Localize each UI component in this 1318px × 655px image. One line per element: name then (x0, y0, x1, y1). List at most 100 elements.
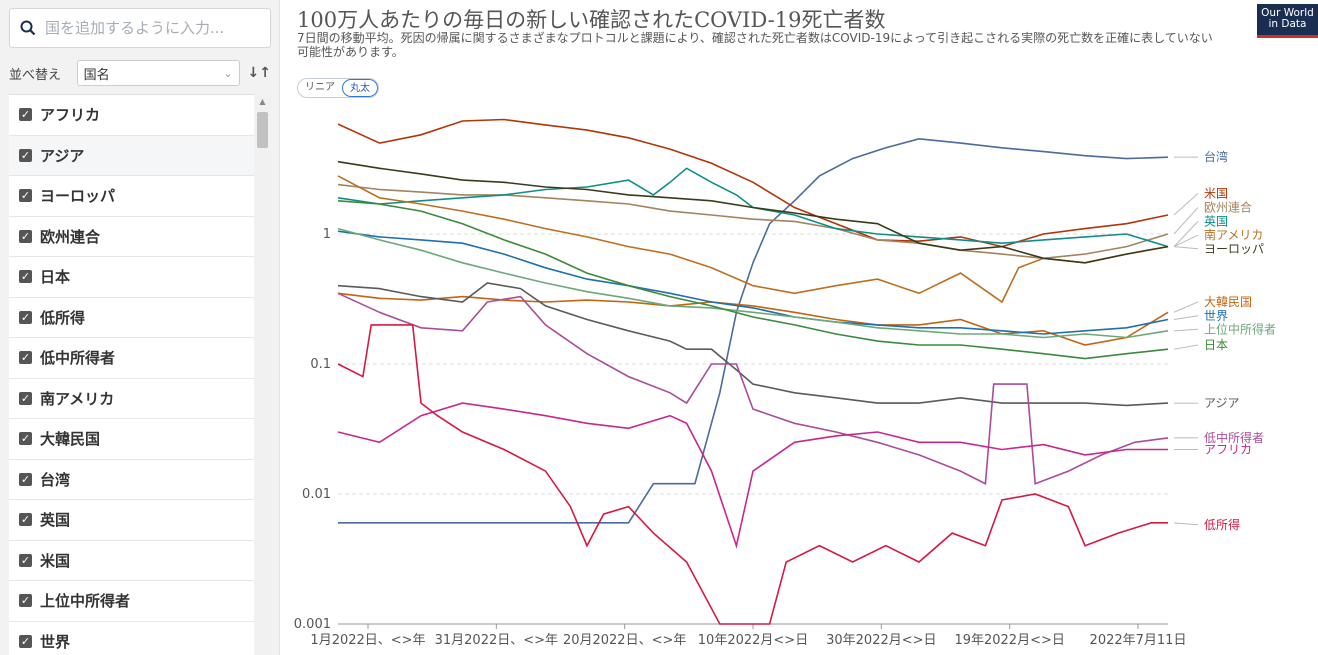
series-label-connector (1173, 221, 1199, 247)
entity-item-label: 世界 (40, 632, 71, 651)
x-tick-label: 31月2022日、<>年 (435, 633, 558, 648)
series-label-connector (1173, 301, 1199, 313)
series-label: アジア (1204, 396, 1240, 410)
entity-item[interactable]: ✓ 世界 (9, 622, 254, 655)
series-label-connector (1173, 193, 1199, 216)
series-line (337, 160, 1169, 264)
series-line (337, 292, 1169, 485)
entity-item-label: 上位中所得者 (40, 592, 131, 611)
series-label: 日本 (1204, 338, 1228, 352)
entity-item[interactable]: ✓ 低所得 (9, 298, 254, 338)
x-tick-label: 1月2022日、<>年 (310, 633, 425, 648)
checkbox-checked-icon[interactable]: ✓ (19, 270, 32, 284)
checkbox-checked-icon[interactable]: ✓ (19, 310, 32, 324)
series-line (337, 282, 1169, 407)
x-tick-label: 10年2022月<>日 (698, 633, 808, 648)
search-box[interactable] (9, 8, 271, 48)
x-tick-label: 2022年7月11日 (1090, 633, 1187, 648)
sort-direction-icon[interactable]: ↓↑ (247, 65, 271, 81)
entity-item[interactable]: ✓ アジア (9, 135, 254, 176)
checkbox-checked-icon[interactable]: ✓ (19, 391, 32, 405)
checkbox-checked-icon[interactable]: ✓ (19, 148, 32, 162)
entity-item[interactable]: ✓ 南アメリカ (9, 379, 254, 419)
series-line (337, 402, 1168, 549)
entity-item-label: 英国 (40, 511, 71, 530)
search-input[interactable] (45, 19, 255, 37)
entity-item-label: 米国 (40, 551, 71, 570)
checkbox-checked-icon[interactable]: ✓ (19, 229, 32, 243)
y-tick-label: 0.001 (294, 617, 331, 632)
x-tick-label: 19年2022月<>日 (954, 633, 1064, 648)
entity-item[interactable]: ✓ 米国 (9, 541, 254, 581)
scale-log-option[interactable]: 丸太 (342, 79, 378, 97)
entity-item-label: 日本 (40, 268, 71, 287)
series-label: 米国 (1204, 186, 1228, 200)
entity-item-label: アフリカ (40, 106, 101, 125)
chart-title: 100万人あたりの毎日の新しい確認されたCOVID-19死亡者数 (297, 8, 886, 32)
entity-item-label: 低中所得者 (40, 349, 116, 368)
scroll-up-icon[interactable]: ▲ (259, 97, 266, 106)
sort-select[interactable]: 国名 ⌄ (76, 60, 240, 86)
scale-toggle[interactable]: リニア 丸太 (297, 78, 379, 98)
sort-row: 並べ替え 国名 ⌄ ↓↑ (9, 60, 271, 86)
checkbox-checked-icon[interactable]: ✓ (19, 472, 32, 486)
series-label: 上位中所得者 (1204, 321, 1276, 336)
series-line (337, 183, 1169, 260)
entity-list: ✓ アフリカ ✓ アジア ✓ ヨーロッパ ✓ 欧州連合 ✓ 日本 ✓ 低所得 ✓ 低中所得者 ✓ 南アメリカ ✓… (9, 94, 254, 655)
series-label: 大韓民国 (1204, 295, 1252, 309)
scrollbar[interactable]: ▲ (254, 94, 271, 655)
entity-item[interactable]: ✓ ヨーロッパ (9, 176, 254, 217)
x-tick-label: 20月2022日、<>年 (563, 633, 686, 648)
checkbox-checked-icon[interactable]: ✓ (19, 108, 32, 122)
entity-item[interactable]: ✓ 大韓民国 (9, 419, 254, 460)
entity-item[interactable]: ✓ 低中所得者 (9, 338, 254, 379)
series-label-connector (1173, 328, 1199, 332)
entity-item[interactable]: ✓ アフリカ (9, 95, 254, 136)
series-label: 台湾 (1204, 149, 1228, 164)
series-label: 世界 (1204, 309, 1228, 323)
series-label-connector (1173, 522, 1199, 526)
entity-item[interactable]: ✓ 英国 (9, 500, 254, 541)
series-label: ヨーロッパ (1204, 242, 1264, 256)
entity-item[interactable]: ✓ 上位中所得者 (9, 581, 254, 622)
checkbox-checked-icon[interactable]: ✓ (19, 553, 32, 567)
y-tick-label: 1 (323, 227, 331, 242)
entity-item-label: 南アメリカ (40, 389, 115, 408)
checkbox-checked-icon[interactable]: ✓ (19, 513, 32, 527)
entity-item[interactable]: ✓ 欧州連合 (9, 217, 254, 257)
owid-logo[interactable]: Our World in Data (1257, 4, 1318, 38)
scrollbar-thumb[interactable] (257, 112, 268, 148)
series-line (338, 137, 1169, 524)
logo-line1: Our World (1261, 7, 1314, 19)
series-line (337, 200, 1169, 360)
entity-item-label: 低所得 (40, 308, 86, 327)
y-tick-label: 0.1 (310, 357, 331, 372)
series-label: 英国 (1204, 214, 1228, 228)
series-line (337, 324, 1168, 625)
entity-item[interactable]: ✓ 台湾 (9, 460, 254, 500)
entity-item[interactable]: ✓ 日本 (9, 257, 254, 298)
entity-item-label: 台湾 (40, 470, 71, 489)
sort-value: 国名 (83, 67, 110, 83)
series-label-connector (1173, 234, 1199, 248)
entity-item-label: アジア (40, 146, 85, 165)
scale-linear-option[interactable]: リニア (305, 82, 335, 93)
chart-subtitle: 7日間の移動平均。死因の帰属に関するさまざまなプロトコルと課題により、確認された… (297, 31, 1213, 59)
series-label-connector (1173, 207, 1199, 235)
series-line (337, 167, 1169, 248)
series-line (337, 230, 1169, 335)
entity-item-label: ヨーロッパ (40, 187, 116, 206)
series-label-connector (1173, 246, 1199, 250)
checkbox-checked-icon[interactable]: ✓ (19, 432, 32, 446)
checkbox-checked-icon[interactable]: ✓ (19, 594, 32, 608)
checkbox-checked-icon[interactable]: ✓ (19, 189, 32, 203)
series-label: 低中所得者 (1204, 430, 1264, 445)
series-line (337, 227, 1169, 339)
chevron-down-icon: ⌄ (223, 66, 233, 80)
series-label-connector (1173, 315, 1199, 320)
checkbox-checked-icon[interactable]: ✓ (19, 634, 32, 648)
series-label: アフリカ (1204, 442, 1252, 456)
series-label-connector (1173, 344, 1199, 350)
checkbox-checked-icon[interactable]: ✓ (19, 351, 32, 365)
